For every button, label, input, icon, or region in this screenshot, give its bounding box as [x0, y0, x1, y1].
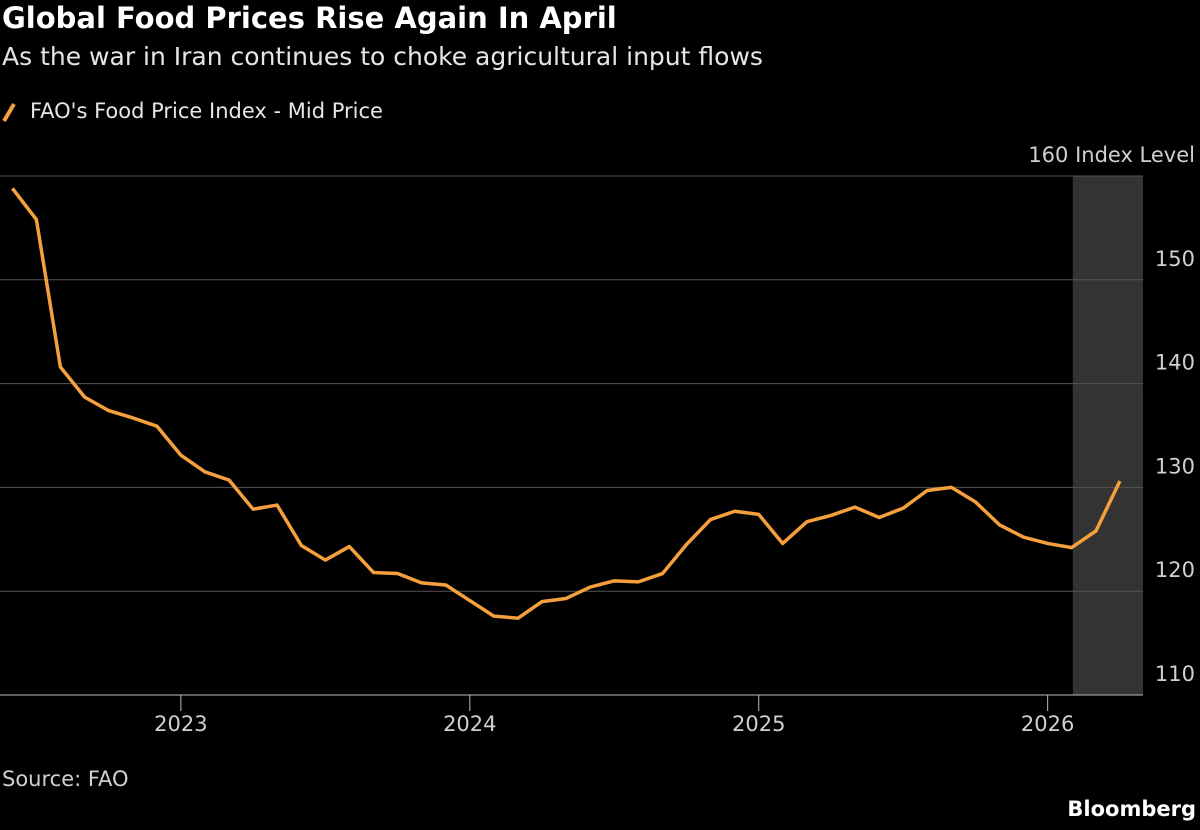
x-tick-label: 2023	[154, 712, 207, 736]
brand: Bloomberg	[1067, 797, 1196, 821]
line	[11, 187, 1122, 620]
highlight-band	[1072, 176, 1143, 695]
y-tick-label: 150	[1155, 247, 1195, 271]
legend-label: FAO's Food Price Index - Mid Price	[30, 99, 383, 123]
y-tick-label: 110	[1155, 662, 1195, 686]
y-tick-label: 160 Index Level	[1028, 143, 1195, 167]
chart-title: Global Food Prices Rise Again In April	[2, 1, 617, 35]
legend-swatch	[2, 102, 16, 123]
x-tick-label: 2026	[1021, 712, 1074, 736]
y-tick-label: 130	[1155, 454, 1195, 478]
source: Source: FAO	[2, 767, 129, 791]
y-tick-label: 120	[1155, 558, 1195, 582]
x-tick-label: 2024	[443, 712, 496, 736]
y-tick-label: 140	[1155, 351, 1195, 375]
chart-subtitle: As the war in Iran continues to choke ag…	[2, 42, 763, 71]
x-tick-label: 2025	[732, 712, 785, 736]
